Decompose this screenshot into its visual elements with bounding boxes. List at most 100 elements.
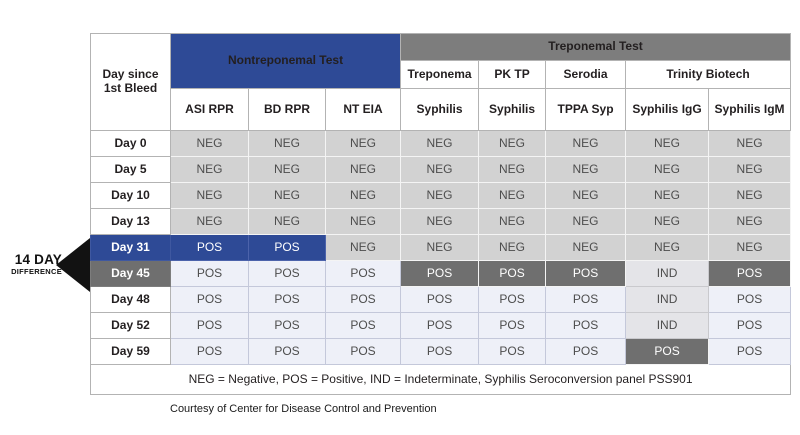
table-row: Day 31 POS POS NEG NEG NEG NEG NEG NEG [90, 234, 792, 261]
result-cell: NEG [708, 182, 792, 209]
table-row: Day 45 POS POS POS POS POS POS IND POS [90, 260, 792, 287]
result-cell: POS [170, 260, 249, 287]
result-cell: NEG [625, 208, 710, 235]
group-header-row: Day since 1st Bleed Nontreponemal Test T… [90, 33, 792, 131]
result-cell: NEG [545, 182, 627, 209]
courtesy-caption: Courtesy of Center for Disease Control a… [170, 403, 437, 415]
result-cell: NEG [170, 208, 249, 235]
result-cell: NEG [324, 130, 402, 157]
vendor-header-treponema: Treponema [400, 60, 480, 89]
result-cell: NEG [248, 208, 326, 235]
results-body: Day 0 NEG NEG NEG NEG NEG NEG NEG NEG Day 5 NEG NEG… [90, 130, 792, 365]
result-cell: POS [708, 286, 792, 313]
result-cell: POS [545, 338, 627, 365]
result-cell: POS [400, 260, 480, 287]
result-cell: POS [324, 260, 402, 287]
result-cell: IND [625, 286, 710, 313]
result-cell: NEG [478, 208, 547, 235]
result-cell: POS [324, 338, 402, 365]
result-cell: POS [545, 260, 627, 287]
result-cell: NEG [545, 234, 627, 261]
result-cell: NEG [248, 130, 326, 157]
table-row: Day 59 POS POS POS POS POS POS POS POS [90, 338, 792, 365]
result-cell: NEG [400, 130, 480, 157]
result-cell: POS [248, 286, 326, 313]
day-label: Day 48 [90, 286, 171, 313]
legend-text: NEG = Negative, POS = Positive, IND = In… [89, 364, 792, 395]
result-cell: POS [400, 286, 480, 313]
test-header-treponema-syphilis: Syphilis [400, 88, 480, 131]
table-row: Day 5 NEG NEG NEG NEG NEG NEG NEG NEG [90, 156, 792, 183]
result-cell: NEG [248, 156, 326, 183]
result-cell: NEG [324, 208, 402, 235]
test-header-pktp-syphilis: Syphilis [478, 88, 547, 131]
day-label: Day 52 [90, 312, 171, 339]
table-row: Day 0 NEG NEG NEG NEG NEG NEG NEG NEG [90, 130, 792, 157]
result-cell: NEG [478, 234, 547, 261]
result-cell: NEG [625, 234, 710, 261]
vendor-header-pktp: PK TP [478, 60, 547, 89]
table-row: Day 48 POS POS POS POS POS POS IND POS [90, 286, 792, 313]
result-cell: NEG [545, 156, 627, 183]
day-label: Day 13 [90, 208, 171, 235]
result-cell: POS [625, 338, 710, 365]
result-cell: NEG [400, 182, 480, 209]
result-cell: NEG [400, 234, 480, 261]
seroconversion-table: Day since 1st Bleed Nontreponemal Test T… [89, 33, 792, 395]
day-label: Day 59 [90, 338, 171, 365]
day-difference-line1: 14 DAY [14, 251, 62, 267]
result-cell: POS [708, 312, 792, 339]
result-cell: NEG [400, 208, 480, 235]
test-header-row: ASI RPR BD RPR NT EIA Syphilis Syphilis … [91, 88, 792, 131]
result-cell: NEG [400, 156, 480, 183]
table-row: Day 52 POS POS POS POS POS POS IND POS [90, 312, 792, 339]
test-header-bd-rpr: BD RPR [248, 88, 326, 131]
result-cell: NEG [708, 234, 792, 261]
result-cell: POS [478, 260, 547, 287]
table-row: Day 13 NEG NEG NEG NEG NEG NEG NEG NEG [90, 208, 792, 235]
result-cell: NEG [324, 182, 402, 209]
result-cell: POS [545, 312, 627, 339]
day-label: Day 10 [90, 182, 171, 209]
result-cell: NEG [478, 182, 547, 209]
result-cell: POS [248, 260, 326, 287]
result-cell: POS [248, 312, 326, 339]
test-header-syphilis-igg: Syphilis IgG [625, 88, 710, 131]
result-cell: NEG [248, 182, 326, 209]
result-cell: NEG [478, 130, 547, 157]
result-cell: NEG [478, 156, 547, 183]
vendor-header-serodia: Serodia [545, 60, 627, 89]
result-cell: POS [400, 312, 480, 339]
test-header-tppa-syp: TPPA Syp [545, 88, 627, 131]
result-cell: POS [248, 338, 326, 365]
result-cell: NEG [324, 156, 402, 183]
result-cell: NEG [324, 234, 402, 261]
result-cell: POS [324, 286, 402, 313]
result-cell: POS [478, 286, 547, 313]
day-label: Day 31 [90, 234, 171, 261]
result-cell: NEG [170, 156, 249, 183]
day-label: Day 5 [90, 156, 171, 183]
result-cell: POS [708, 260, 792, 287]
result-cell: POS [170, 234, 249, 261]
result-cell: POS [324, 312, 402, 339]
result-cell: POS [478, 338, 547, 365]
result-cell: POS [400, 338, 480, 365]
vendor-header-trinity-biotech: Trinity Biotech [625, 60, 792, 89]
result-cell: POS [708, 338, 792, 365]
result-cell: POS [170, 338, 249, 365]
result-cell: NEG [545, 208, 627, 235]
day-difference-annotation: 14 DAY DIFFERENCE [4, 237, 90, 292]
result-cell: POS [170, 286, 249, 313]
test-header-nt-eia: NT EIA [324, 88, 402, 131]
result-cell: POS [170, 312, 249, 339]
day-label: Day 45 [90, 260, 171, 287]
day-difference-label: 14 DAY DIFFERENCE [11, 251, 62, 276]
corner-header: Day since 1st Bleed [90, 33, 171, 131]
result-cell: POS [248, 234, 326, 261]
result-cell: NEG [708, 130, 792, 157]
table-row: Day 10 NEG NEG NEG NEG NEG NEG NEG NEG [90, 182, 792, 209]
nontreponemal-group-header: Nontreponemal Test [169, 33, 402, 89]
vendor-header-row: Treponema PK TP Serodia Trinity Biotech [91, 60, 792, 89]
result-cell: NEG [170, 182, 249, 209]
